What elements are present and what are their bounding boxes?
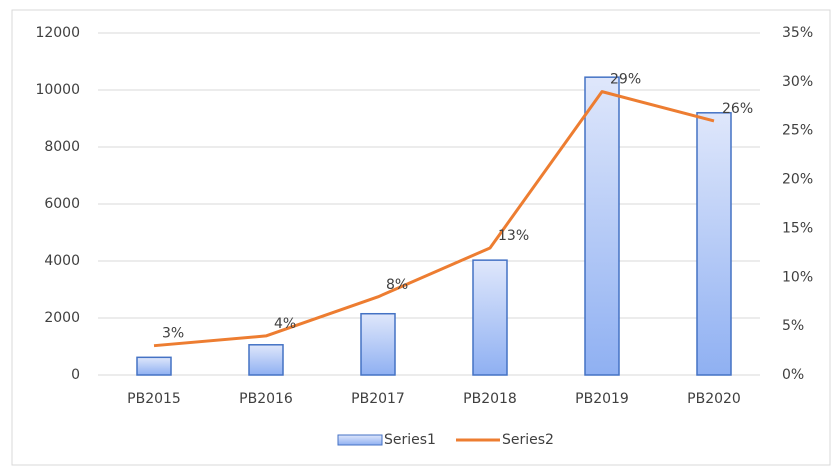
legend-label: Series1 <box>384 432 436 448</box>
x-tick-label: PB2017 <box>351 391 405 407</box>
data-label: 4% <box>274 316 296 332</box>
data-label: 26% <box>722 101 753 117</box>
y-tick-label: 8000 <box>44 139 80 155</box>
data-label: 29% <box>610 72 641 88</box>
y2-tick-label: 0% <box>782 367 804 383</box>
data-label: 8% <box>386 277 408 293</box>
y-tick-label: 4000 <box>44 253 80 269</box>
y-tick-label: 6000 <box>44 196 80 212</box>
x-tick-label: PB2020 <box>687 391 741 407</box>
data-label: 3% <box>162 326 184 342</box>
bar <box>472 259 508 376</box>
line-series <box>153 90 715 348</box>
x-tick-label: PB2015 <box>127 391 181 407</box>
legend-label: Series2 <box>502 432 554 448</box>
y2-tick-label: 15% <box>782 220 813 236</box>
legend-swatch <box>337 434 383 446</box>
bar <box>696 112 732 376</box>
y-tick-label: 12000 <box>35 25 80 41</box>
bar <box>584 76 620 376</box>
y-tick-label: 10000 <box>35 82 80 98</box>
y-tick-label: 2000 <box>44 310 80 326</box>
y2-tick-label: 35% <box>782 25 813 41</box>
y2-tick-label: 25% <box>782 123 813 139</box>
y2-tick-label: 30% <box>782 74 813 90</box>
chart-frame <box>11 9 831 466</box>
y2-tick-label: 10% <box>782 269 813 285</box>
bar <box>248 344 284 376</box>
bar <box>136 356 172 376</box>
y2-tick-label: 5% <box>782 318 804 334</box>
x-tick-label: PB2016 <box>239 391 293 407</box>
data-label: 13% <box>498 228 529 244</box>
y2-tick-label: 20% <box>782 172 813 188</box>
y-tick-label: 0 <box>71 367 80 383</box>
bar <box>360 312 396 376</box>
x-tick-label: PB2018 <box>463 391 517 407</box>
x-tick-label: PB2019 <box>575 391 629 407</box>
